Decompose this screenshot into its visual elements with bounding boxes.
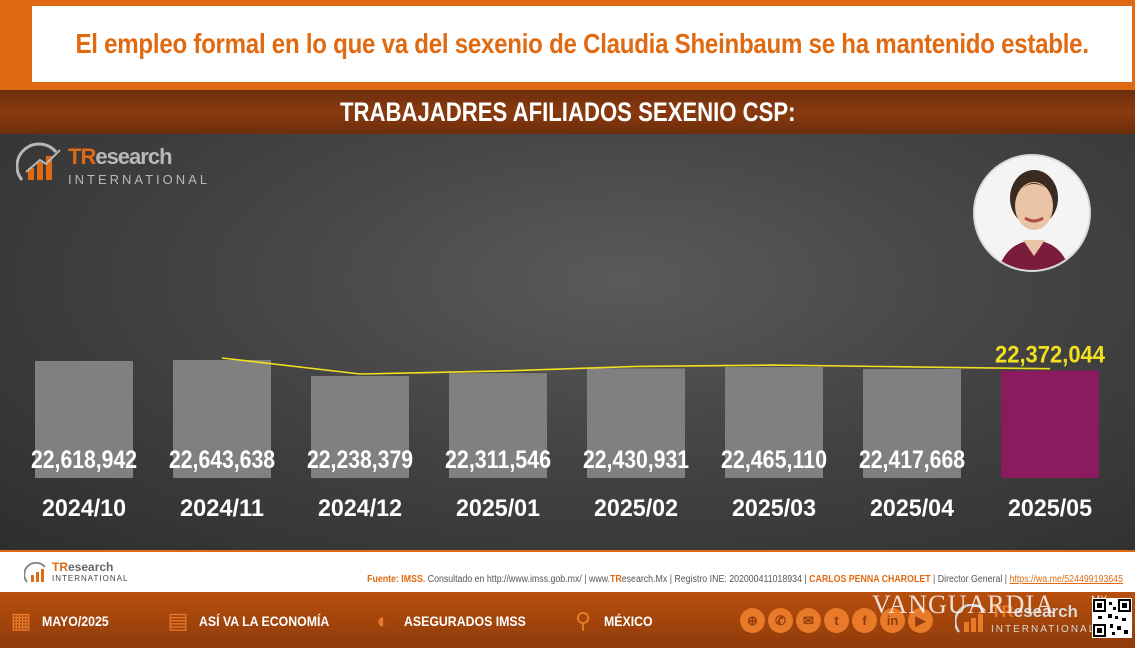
youtube-icon[interactable]: ▶: [908, 608, 933, 633]
twitter-icon[interactable]: t: [824, 608, 849, 633]
footer-logo-research: esearch: [1013, 602, 1078, 621]
source-role: Director General: [937, 574, 1003, 585]
footer-logo-tr: TR: [991, 602, 1014, 621]
trend-line: [221, 357, 1051, 375]
map-icon: ⚲: [574, 608, 592, 633]
bar-2025-03: [725, 367, 823, 478]
logo-research-text: esearch: [95, 144, 172, 169]
economy-chart-icon: ▤: [167, 608, 189, 633]
logo-international-text: INTERNATIONAL: [68, 172, 211, 187]
social-links: ⊕ ✆ ✉ t f in ▶: [740, 608, 933, 633]
title-bar: El empleo formal en lo que va del sexeni…: [0, 0, 1135, 90]
title-box: El empleo formal en lo que va del sexeni…: [32, 6, 1132, 82]
logo-small-international: INTERNATIONAL: [52, 574, 129, 583]
value-label-2024-12: 22,238,379: [307, 446, 413, 474]
value-label-2025-01: 22,311,546: [445, 446, 551, 474]
whatsapp-link[interactable]: https://wa.me/524499193645: [1009, 574, 1123, 585]
source-org: IMSS.: [401, 574, 426, 585]
chart-panel: 22,618,942 22,643,638 22,238,379 22,311,546…: [0, 134, 1135, 550]
footer-item-economy: ▤ ASÍ VA LA ECONOMÍA: [165, 608, 347, 634]
mail-icon[interactable]: ✉: [796, 608, 821, 633]
footer-logo-international: INTERNATIONAL: [991, 624, 1097, 635]
source-site-prefix: www.: [588, 574, 611, 585]
logo-tr-text: TR: [68, 144, 96, 169]
value-label-2025-02: 22,430,931: [583, 446, 689, 474]
bar-2025-04: [863, 368, 961, 478]
tresearch-logo-small: TResearch INTERNATIONAL: [24, 560, 134, 590]
value-label-2024-11: 22,643,638: [169, 446, 275, 474]
footer-mexico-label: MÉXICO: [604, 613, 653, 629]
category-label-2025-01: 2025/01: [456, 495, 540, 522]
source-site-rest: esearch.Mx: [621, 574, 668, 585]
category-label-2025-03: 2025/03: [732, 495, 816, 522]
source-label: Fuente:: [367, 574, 399, 585]
headline: El empleo formal en lo que va del sexeni…: [75, 28, 1089, 59]
category-label-2025-05: 2025/05: [1008, 495, 1092, 522]
vanguardia-watermark: VANGUARDIA: [872, 590, 1055, 619]
footer-bar: ▦ MAYO/2025 ▤ ASÍ VA LA ECONOMÍA ◐ ASEGU…: [0, 592, 1135, 648]
category-label-2024-10: 2024/10: [42, 495, 126, 522]
bar-2024-11: [173, 360, 271, 478]
logo-small-tr: TR: [52, 560, 68, 574]
source-citation: Fuente: IMSS. Consultado en http://www.i…: [367, 574, 1123, 585]
logo-small-research: esearch: [68, 560, 114, 574]
footer-item-mexico: ⚲ MÉXICO: [570, 608, 659, 634]
footer-imss-label: ASEGURADOS IMSS: [404, 613, 526, 629]
value-label-2025-04: 22,417,668: [859, 446, 965, 474]
web-icon[interactable]: ⊕: [740, 608, 765, 633]
source-consulted: Consultado en http://www.imss.gob.mx/: [427, 574, 582, 585]
source-site-brand: TR: [610, 574, 622, 585]
source-author: CARLOS PENNA CHAROLET: [809, 574, 931, 585]
source-strip: TResearch INTERNATIONAL Fuente: IMSS. Co…: [0, 550, 1135, 592]
bar-2025-05: [1001, 370, 1099, 478]
chart-title: TRABAJADRES AFILIADOS SEXENIO CSP:: [339, 96, 796, 127]
logo-mark-icon: [16, 142, 61, 181]
bar-2025-02: [587, 368, 685, 478]
category-label-2024-11: 2024/11: [180, 495, 264, 522]
bar-chart: 22,618,942 22,643,638 22,238,379 22,311,546…: [31, 342, 1106, 522]
portrait-photo: [973, 154, 1091, 272]
calendar-icon: ▦: [10, 608, 32, 633]
portrait-icon: [975, 156, 1089, 270]
footer-item-date: ▦ MAYO/2025: [8, 608, 118, 634]
phone-icon[interactable]: ✆: [768, 608, 793, 633]
chart-title-strip: TRABAJADRES AFILIADOS SEXENIO CSP:: [0, 90, 1135, 134]
footer-item-imss: ◐ ASEGURADOS IMSS: [370, 608, 542, 634]
footer-date-label: MAYO/2025: [42, 613, 109, 629]
bar-2024-12: [311, 376, 409, 478]
qr-code[interactable]: [1092, 598, 1132, 638]
category-label-2025-04: 2025/04: [870, 495, 955, 522]
bar-2024-10: [35, 360, 133, 478]
handshake-icon: ◐: [376, 608, 390, 633]
footer-economy-label: ASÍ VA LA ECONOMÍA: [199, 613, 330, 629]
category-label-2025-02: 2025/02: [594, 495, 678, 522]
value-label-2025-05: 22,372,044: [995, 342, 1106, 369]
tresearch-logo: TResearch INTERNATIONAL: [16, 142, 207, 192]
linkedin-icon[interactable]: in: [880, 608, 905, 633]
footer-logo: TResearch INTERNATIONAL: [955, 600, 1094, 640]
source-registro: Registro INE: 202000411018934: [674, 574, 802, 585]
bar-2025-01: [449, 373, 547, 478]
facebook-icon[interactable]: f: [852, 608, 877, 633]
value-label-2024-10: 22,618,942: [31, 446, 137, 474]
footer-logo-mark-icon: [955, 604, 986, 633]
logo-mark-small-icon: [24, 562, 46, 583]
qr-code-icon: [1093, 599, 1131, 637]
value-label-2025-03: 22,465,110: [721, 446, 827, 474]
category-label-2024-12: 2024/12: [318, 495, 402, 522]
